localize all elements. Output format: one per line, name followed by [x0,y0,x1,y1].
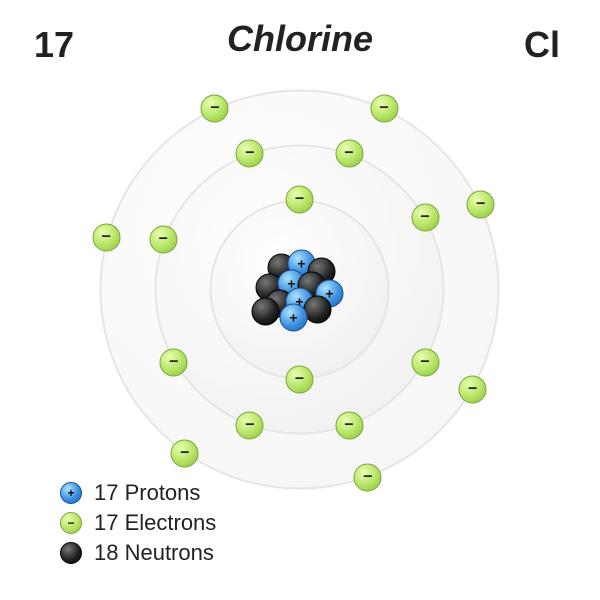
atom-diagram: −−−−−−−−−−−−−−−−−+++++ [300,290,301,291]
electron: − [171,439,199,467]
electron-icon: − [60,512,82,534]
electron: − [411,203,439,231]
element-name: Chlorine [0,18,600,60]
electron: − [149,226,177,254]
electron: − [411,348,439,376]
electron: − [370,94,398,122]
legend-label-electrons: 17 Electrons [94,510,216,536]
proton: + [280,304,308,332]
neutron [304,296,332,324]
electron: − [201,94,229,122]
electron: − [286,186,314,214]
electron: − [354,463,382,491]
legend-row-neutrons: 18 Neutrons [60,540,216,566]
electron: − [236,139,264,167]
neutron-icon [60,542,82,564]
electron: − [335,139,363,167]
element-symbol: Cl [524,24,560,66]
legend-label-protons: 17 Protons [94,480,200,506]
electron: − [335,412,363,440]
electron: − [286,366,314,394]
electron: − [236,412,264,440]
legend: + 17 Protons − 17 Electrons 18 Neutrons [60,476,216,570]
legend-row-protons: + 17 Protons [60,480,216,506]
electron: − [467,191,495,219]
electron: − [459,376,487,404]
electron: − [92,224,120,252]
electron: − [160,348,188,376]
legend-row-electrons: − 17 Electrons [60,510,216,536]
neutron [252,298,280,326]
proton-icon: + [60,482,82,504]
legend-label-neutrons: 18 Neutrons [94,540,214,566]
